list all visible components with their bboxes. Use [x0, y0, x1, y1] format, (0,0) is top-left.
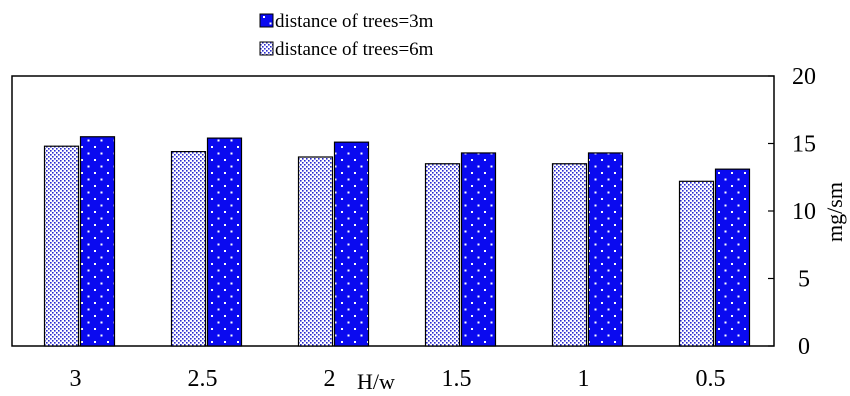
bar-3m-2.5	[206, 137, 243, 347]
bars-group	[43, 136, 751, 347]
x-tick-label: 1	[578, 366, 590, 392]
legend-swatch-3m	[259, 13, 274, 28]
x-tick-label: 0.5	[696, 366, 726, 392]
y-tick-label: 15	[792, 132, 816, 158]
plot-area	[11, 75, 775, 347]
y-tick-label: 20	[792, 64, 816, 90]
legend-item-6m: distance of trees=6m	[259, 39, 434, 60]
y-tick-label: 0	[798, 334, 810, 360]
y-axis-title: mg/sm	[822, 182, 847, 242]
bar-6m-0.5	[678, 180, 715, 347]
legend: distance of trees=3m distance of trees=6…	[259, 11, 434, 60]
bar-3m-0.5	[714, 168, 751, 347]
bar-6m-1	[551, 163, 588, 347]
x-axis: 3 2.5 2 1.5 1 0.5	[70, 366, 726, 392]
x-tick-label: 3	[70, 366, 82, 392]
x-axis-title: H/w	[357, 369, 395, 394]
x-tick-label: 2.5	[188, 366, 218, 392]
bar-3m-1	[587, 152, 624, 347]
bar-6m-1.5	[424, 163, 461, 347]
legend-swatch-6m	[259, 41, 274, 56]
y-tick-label: 10	[792, 199, 816, 225]
legend-label-3m: distance of trees=3m	[275, 11, 434, 32]
bar-6m-3	[43, 145, 80, 347]
y-axis: 0 5 10 15 20	[768, 64, 816, 360]
bar-6m-2	[297, 156, 334, 347]
legend-item-3m: distance of trees=3m	[259, 11, 434, 32]
x-tick-label: 1.5	[442, 366, 472, 392]
bar-3m-2	[333, 141, 370, 347]
bar-3m-3	[79, 136, 116, 347]
legend-label-6m: distance of trees=6m	[275, 39, 434, 60]
bar-6m-2.5	[170, 151, 207, 347]
bar-3m-1.5	[460, 152, 497, 347]
x-tick-label: 2	[324, 366, 336, 392]
y-tick-label: 5	[798, 267, 810, 293]
